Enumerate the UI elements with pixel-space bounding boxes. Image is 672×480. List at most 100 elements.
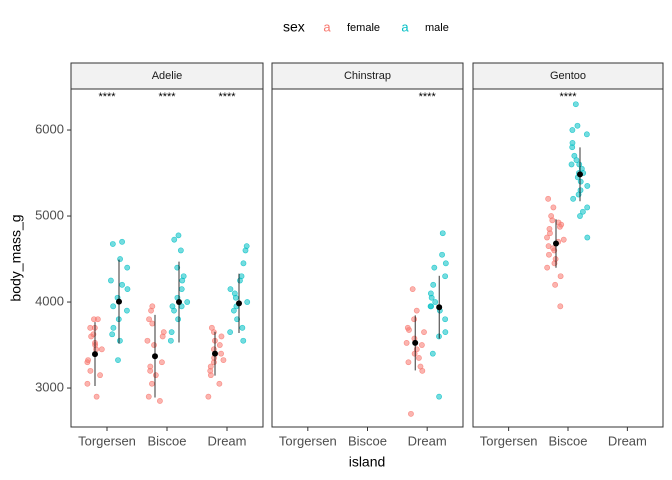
y-tick-label: 3000 [35,379,64,394]
point [432,299,439,305]
point [442,260,449,267]
point [119,281,125,288]
point [577,213,583,219]
mean-point [116,298,122,305]
legend-label: male [425,22,449,34]
point [108,277,114,284]
significance: **** [218,91,236,103]
significance: **** [559,91,577,103]
point [124,307,130,314]
x-tick-label: Dream [207,433,246,448]
point [149,303,156,310]
point [560,236,567,243]
point [430,281,437,288]
point [218,333,225,340]
point [411,350,418,357]
point [584,183,591,189]
point [555,219,562,226]
point [545,195,552,202]
point [240,260,247,267]
point [580,208,586,215]
point [557,273,564,280]
point [124,264,131,271]
point [240,337,247,344]
legend-label: female [347,22,380,34]
point [145,393,152,400]
point [124,286,131,293]
point [413,307,420,314]
point [409,286,416,293]
x-tick-label: Dream [608,433,647,448]
point [442,316,449,323]
point [406,327,412,333]
point [442,329,449,336]
point [569,127,576,133]
panel-border [472,88,664,428]
mean-point [412,339,419,346]
x-tick-label: Torgersen [279,433,337,448]
point [408,410,414,417]
mean-point [176,299,182,306]
point [84,359,91,366]
point [244,299,251,305]
point [174,264,181,271]
point [84,380,91,387]
strip [70,62,264,90]
point [97,372,103,379]
point [218,350,224,357]
point [157,398,163,404]
point [179,277,186,284]
point [149,320,156,327]
x-tick-label: Torgersen [78,433,136,448]
point [220,357,227,363]
point [93,393,100,400]
point [584,234,591,241]
point [574,122,581,129]
point [159,359,165,366]
mean-point [553,240,559,247]
point [568,161,575,168]
point [110,324,117,331]
point [87,367,94,374]
point [572,101,579,108]
y-tick-label: 6000 [35,121,64,136]
point [439,230,446,237]
point [109,241,116,247]
point [552,281,559,288]
point [184,299,191,305]
point [569,144,576,151]
mean-point [212,350,218,357]
x-axis-title: island [349,454,386,470]
legend-key: a [401,19,409,34]
point [177,247,184,254]
point [577,178,584,185]
point [544,264,551,271]
point [87,324,94,331]
x-tick-label: Biscoe [147,433,186,448]
point [436,393,442,400]
point [115,357,121,363]
point [550,204,557,211]
strip [271,62,464,90]
point [583,131,590,138]
strip-label: Gentoo [550,70,586,82]
mean-point [236,300,242,307]
y-tick-label: 5000 [35,207,64,222]
x-tick-label: Dream [408,433,447,448]
point [175,232,182,239]
point [234,316,240,323]
point [98,346,105,353]
point [159,333,166,340]
x-tick-label: Biscoe [348,433,387,448]
point [584,204,591,211]
point [419,367,426,374]
point [117,256,123,262]
mean-point [92,351,98,358]
point [210,329,217,336]
point [171,236,178,243]
point [167,337,174,344]
point [175,316,182,323]
point [231,290,238,297]
point [439,251,445,258]
point [147,363,154,370]
